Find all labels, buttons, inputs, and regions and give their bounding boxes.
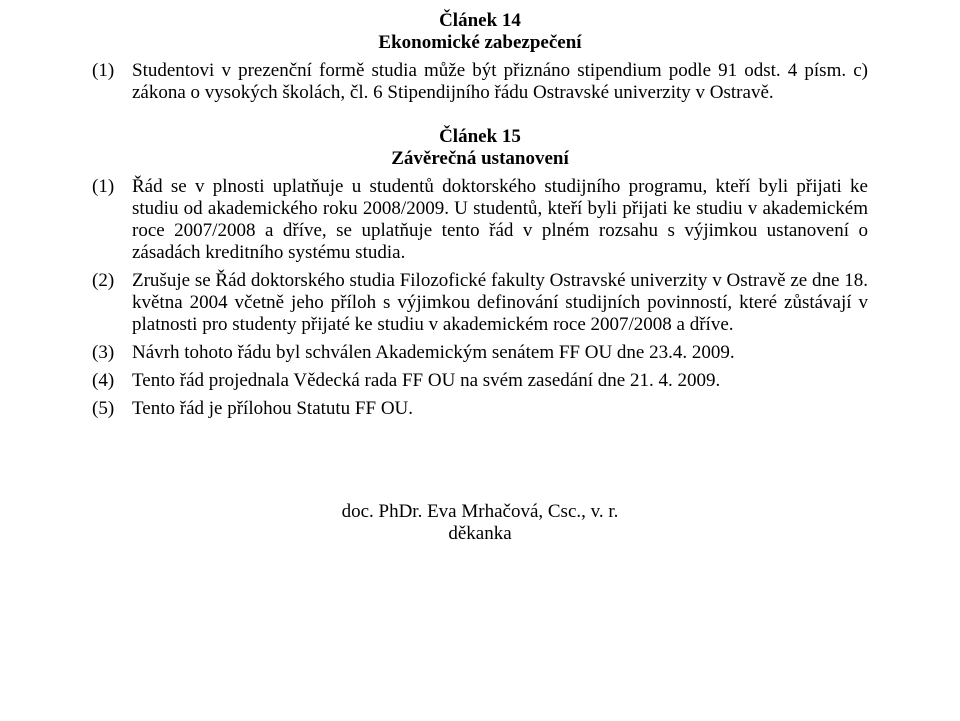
paragraph-text: Tento řád je přílohou Statutu FF OU. [132, 398, 868, 420]
paragraph-number: (1) [92, 176, 132, 264]
spacer [92, 421, 868, 461]
article15-paragraph-5: (5) Tento řád je přílohou Statutu FF OU. [92, 398, 868, 420]
document-page: Článek 14 Ekonomické zabezpečení (1) Stu… [0, 0, 960, 721]
spacer [92, 104, 868, 126]
paragraph-number: (4) [92, 370, 132, 392]
article15-paragraph-2: (2) Zrušuje se Řád doktorského studia Fi… [92, 270, 868, 336]
article15-heading-line2: Závěrečná ustanovení [92, 148, 868, 170]
article15-heading-line1: Článek 15 [92, 126, 868, 148]
paragraph-number: (2) [92, 270, 132, 336]
signature-line-2: děkanka [92, 523, 868, 545]
article15-paragraph-3: (3) Návrh tohoto řádu byl schválen Akade… [92, 342, 868, 364]
paragraph-text: Studentovi v prezenční formě studia může… [132, 60, 868, 104]
paragraph-number: (1) [92, 60, 132, 104]
paragraph-text: Zrušuje se Řád doktorského studia Filozo… [132, 270, 868, 336]
paragraph-text: Tento řád projednala Vědecká rada FF OU … [132, 370, 868, 392]
article15-paragraph-1: (1) Řád se v plnosti uplatňuje u student… [92, 176, 868, 264]
paragraph-number: (3) [92, 342, 132, 364]
signature-line-1: doc. PhDr. Eva Mrhačová, Csc., v. r. [92, 501, 868, 523]
paragraph-text: Řád se v plnosti uplatňuje u studentů do… [132, 176, 868, 264]
spacer [92, 461, 868, 501]
article14-paragraph-1: (1) Studentovi v prezenční formě studia … [92, 60, 868, 104]
article15-paragraph-4: (4) Tento řád projednala Vědecká rada FF… [92, 370, 868, 392]
paragraph-number: (5) [92, 398, 132, 420]
paragraph-text: Návrh tohoto řádu byl schválen Akademick… [132, 342, 868, 364]
article14-heading-line1: Článek 14 [92, 10, 868, 32]
article14-heading-line2: Ekonomické zabezpečení [92, 32, 868, 54]
